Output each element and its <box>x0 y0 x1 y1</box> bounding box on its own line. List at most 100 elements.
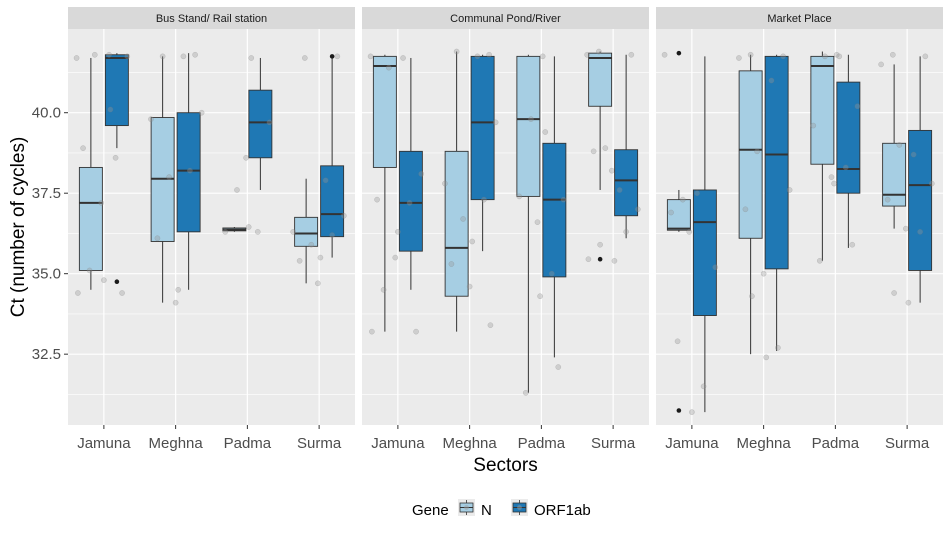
facet-strip <box>362 7 649 29</box>
jitter-point <box>469 238 476 245</box>
jitter-point <box>595 48 602 55</box>
jitter-point <box>166 174 172 180</box>
jitter-point <box>749 293 755 300</box>
legend-key-n: N <box>458 499 492 519</box>
jitter-point <box>686 228 693 235</box>
box-body <box>810 55 835 165</box>
jitter-point <box>854 103 861 110</box>
jitter-point <box>73 55 80 61</box>
facet-strip <box>68 7 355 29</box>
jitter-point <box>928 180 935 187</box>
box-body <box>444 150 469 297</box>
jitter-point <box>623 228 629 235</box>
jitter-point <box>700 383 707 390</box>
jitter-point <box>198 109 205 116</box>
y-tick-label: 32.5 <box>32 346 61 363</box>
jitter-point <box>448 261 455 267</box>
jitter-point <box>290 228 296 235</box>
jitter-point <box>910 151 917 158</box>
jitter-point <box>842 164 849 171</box>
outlier-point <box>676 408 682 413</box>
jitter-point <box>628 51 635 58</box>
jitter-point <box>590 148 597 155</box>
box-body <box>738 70 763 239</box>
jitter-point <box>555 364 562 370</box>
jitter-point <box>763 354 770 361</box>
box-N-padma <box>516 53 546 396</box>
jitter-point <box>822 53 828 60</box>
jitter-point <box>254 228 261 235</box>
jitter-point <box>466 283 473 290</box>
jitter-point <box>385 64 392 71</box>
jitter-point <box>585 256 592 263</box>
jitter-point <box>679 196 686 203</box>
jitter-point <box>694 190 700 197</box>
legend: Gene N ORF1ab <box>412 499 591 519</box>
jitter-point <box>611 257 618 264</box>
jitter-point <box>119 290 125 296</box>
jitter-point <box>418 171 425 177</box>
legend-key-orf1ab: ORF1ab <box>511 499 591 519</box>
box-body <box>836 81 861 194</box>
box-ORF1ab-padma <box>243 55 273 235</box>
x-tick-label: Jamuna <box>665 435 719 452</box>
jitter-point <box>542 129 549 135</box>
y-axis: 32.5 35.0 37.5 40.0 <box>32 105 68 363</box>
box-body <box>176 112 201 233</box>
box-N-padma <box>222 187 252 235</box>
box-N-meghna <box>148 53 179 306</box>
jitter-point <box>836 53 843 60</box>
legend-key-point <box>464 505 469 510</box>
box-ORF1ab-surma <box>905 53 935 306</box>
jitter-point <box>560 196 567 203</box>
box-body <box>516 55 541 197</box>
facet-panels: Bus Stand/ Rail station Jamuna Meghna Padma… <box>68 7 943 452</box>
box-body <box>320 165 345 238</box>
box-ORF1ab-jamuna <box>101 51 131 296</box>
jitter-point <box>314 280 321 287</box>
jitter-point <box>460 216 466 222</box>
jitter-point <box>891 290 897 296</box>
jitter-point <box>474 53 481 60</box>
jitter-point <box>736 55 742 61</box>
jitter-point <box>107 106 114 113</box>
box-body <box>372 55 397 168</box>
box-body <box>666 199 691 231</box>
jitter-point <box>537 293 543 300</box>
box-body <box>294 216 319 247</box>
y-axis-title: Ct (number of cycles) <box>8 137 29 318</box>
x-axis-title: Sectors <box>473 455 537 476</box>
jitter-point <box>86 267 93 274</box>
jitter-point <box>922 53 929 60</box>
y-tick-label: 40.0 <box>32 105 61 122</box>
jitter-point <box>816 257 823 264</box>
x-tick-label: Meghna <box>443 435 498 452</box>
x-tick-label: Surma <box>297 435 342 452</box>
box-ORF1ab-jamuna <box>395 55 425 335</box>
jitter-point <box>266 119 273 126</box>
legend-label: ORF1ab <box>534 502 591 519</box>
jitter-point <box>91 51 98 58</box>
jitter-point <box>101 277 107 283</box>
jitter-point <box>395 228 401 235</box>
jitter-point <box>828 174 835 180</box>
box-ORF1ab-meghna <box>763 53 793 361</box>
jitter-point <box>884 196 891 203</box>
facet-label: Bus Stand/ Rail station <box>156 13 267 25</box>
facet-panel: Market Place Jamuna Meghna Padma Surma <box>656 7 943 452</box>
jitter-point <box>548 270 555 277</box>
jitter-point <box>374 196 380 203</box>
jitter-point <box>296 257 303 264</box>
jitter-point <box>75 290 81 296</box>
box-body <box>398 150 423 252</box>
x-tick-label: Meghna <box>149 435 204 452</box>
box-N-surma <box>290 55 321 287</box>
jitter-point <box>712 264 719 271</box>
jitter-point <box>187 167 193 174</box>
jitter-point <box>831 180 837 187</box>
x-tick-label: Padma <box>224 435 272 452</box>
jitter-point <box>369 328 375 335</box>
jitter-point <box>849 241 856 248</box>
jitter-point <box>775 344 781 351</box>
box-body <box>104 54 129 127</box>
